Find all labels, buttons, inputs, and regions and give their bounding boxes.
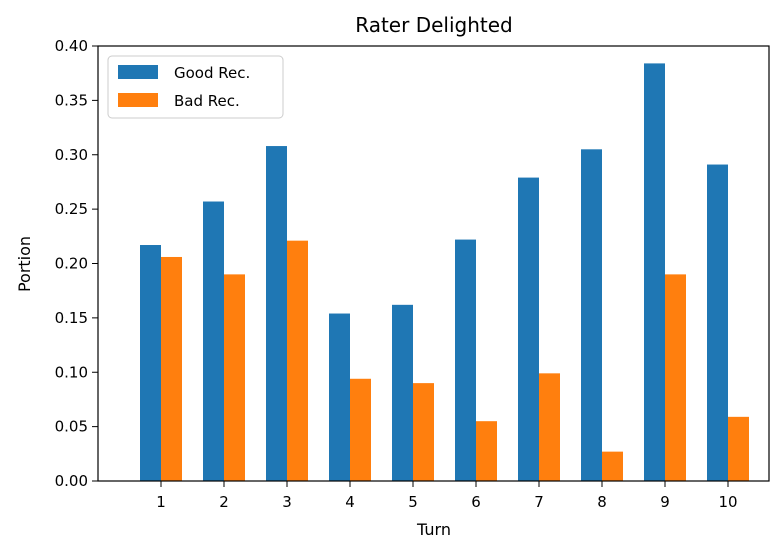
y-tick-label: 0.30 (55, 146, 88, 164)
bar-bad-rec-turn-10 (728, 416, 749, 481)
bar-bad-rec-turn-9 (665, 274, 686, 481)
x-axis-label: Turn (416, 520, 451, 539)
bar-good-rec-turn-5 (392, 304, 413, 481)
bar-good-rec-turn-1 (140, 245, 161, 481)
y-axis-label: Portion (15, 236, 34, 292)
y-tick-label: 0.20 (55, 255, 88, 273)
bar-good-rec-turn-2 (203, 201, 224, 481)
legend-swatch-bad-rec (118, 93, 158, 107)
bar-bad-rec-turn-3 (287, 240, 308, 481)
bar-good-rec-turn-10 (707, 164, 728, 481)
bar-bad-rec-turn-8 (602, 451, 623, 481)
bar-good-rec-turn-8 (581, 149, 602, 481)
bar-bad-rec-turn-1 (161, 256, 182, 481)
bar-good-rec-turn-9 (644, 63, 665, 482)
x-tick-label: 7 (534, 493, 544, 511)
y-tick-label: 0.35 (55, 91, 88, 109)
y-tick-label: 0.15 (55, 309, 88, 327)
y-tick-label: 0.40 (55, 37, 88, 55)
bar-bad-rec-turn-5 (413, 383, 434, 481)
bar-bad-rec-turn-2 (224, 274, 245, 481)
x-tick-label: 4 (345, 493, 355, 511)
y-tick-label: 0.25 (55, 200, 88, 218)
bar-bad-rec-turn-6 (476, 421, 497, 481)
legend: Good Rec. Bad Rec. (107, 55, 284, 119)
legend-label-good-rec: Good Rec. (174, 64, 250, 82)
bar-good-rec-turn-4 (329, 313, 350, 481)
bars-group (140, 63, 749, 482)
x-axis-ticks: 1 2 3 4 5 6 7 8 9 10 (156, 481, 738, 511)
x-tick-label: 1 (156, 493, 166, 511)
legend-swatch-good-rec (118, 65, 158, 79)
x-tick-label: 8 (597, 493, 607, 511)
bar-good-rec-turn-3 (266, 146, 287, 482)
bar-bad-rec-turn-7 (539, 373, 560, 481)
bar-good-rec-turn-6 (455, 239, 476, 481)
y-tick-label: 0.10 (55, 363, 88, 381)
x-tick-label: 3 (282, 493, 292, 511)
x-tick-label: 6 (471, 493, 481, 511)
bar-good-rec-turn-7 (518, 177, 539, 481)
x-tick-label: 10 (718, 493, 737, 511)
x-tick-label: 9 (660, 493, 670, 511)
chart-title: Rater Delighted (355, 13, 512, 37)
y-tick-label: 0.05 (55, 418, 88, 436)
axes-frame (97, 45, 770, 482)
legend-label-bad-rec: Bad Rec. (174, 92, 240, 110)
x-tick-label: 2 (219, 493, 229, 511)
x-tick-label: 5 (408, 493, 418, 511)
y-axis-ticks: 0.00 0.05 0.10 0.15 0.20 0.25 0.30 0.35 0.40 (55, 37, 98, 490)
bar-bad-rec-turn-4 (350, 378, 371, 481)
y-tick-label: 0.00 (55, 472, 88, 490)
